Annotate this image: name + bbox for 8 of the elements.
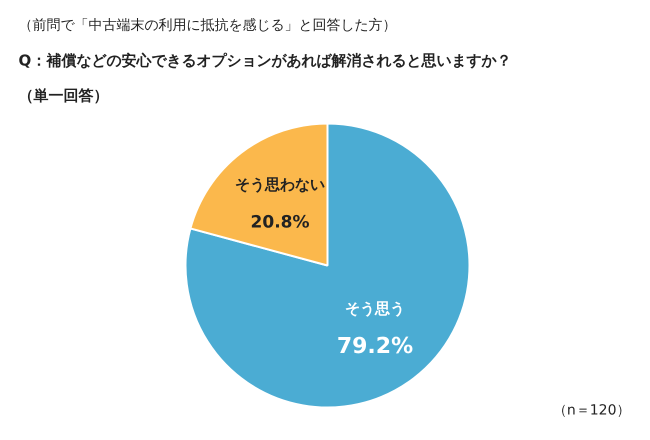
text: （単一回答）: [18, 86, 108, 104]
chart-title: （前問で「中古端末の利用に抵抗を感じる」と回答した方）: [18, 18, 396, 34]
slice-label: そう思う: [344, 300, 405, 318]
data-label: 79.2%: [336, 334, 414, 360]
data-label: 20.8%: [250, 212, 310, 232]
chart-subtitle: Q：補償などの安心できるオプションがあれば解消されると思いますか？: [18, 52, 512, 70]
slice-label: そう思わない: [235, 175, 326, 194]
text: （n＝120）: [552, 402, 631, 418]
